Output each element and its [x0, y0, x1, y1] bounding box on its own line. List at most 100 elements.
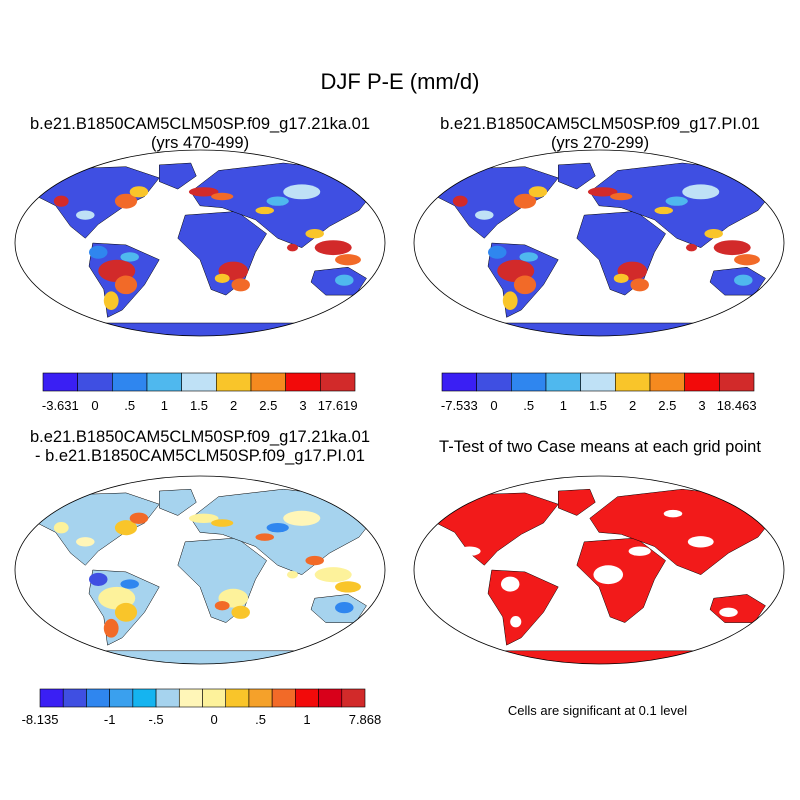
colorbar-panel-2: -7.533 0 .5 1 1.5 2 2.5 3 18.463	[441, 372, 757, 413]
field-patch-10	[305, 555, 324, 566]
panel-1-title-line2: (yrs 470-499)	[150, 134, 250, 152]
field-patch-2	[103, 618, 119, 638]
panel-1-title: b.e21.B1850CAM5CLM50SP.f09_g17.21ka.01 (…	[5, 115, 395, 153]
colorbar-3-box-10	[271, 688, 296, 708]
colorbar-1-box-4	[181, 372, 217, 392]
colorbar-1-label-5: 2	[230, 398, 237, 413]
colorbar-3-box-13	[341, 688, 366, 708]
field-patch-10	[305, 229, 324, 239]
continent-eurasia	[589, 488, 774, 575]
colorbar-1-box-0	[42, 372, 78, 392]
field-patch-9	[335, 581, 361, 593]
field-patch-7	[214, 273, 230, 283]
continent-northAmerica	[27, 492, 160, 566]
field-patch-4	[519, 252, 538, 262]
panel-3-title-line2: - b.e21.B1850CAM5CLM50SP.f09_g17.PI.01	[35, 447, 365, 465]
field-patch-7	[613, 273, 629, 283]
map-panel-1	[14, 149, 386, 337]
field-patch-13	[53, 522, 69, 534]
field-patch-12	[129, 512, 149, 524]
panel-2-title-line2: (yrs 270-299)	[550, 134, 650, 152]
colorbar-3-label-5: 1	[303, 712, 310, 727]
colorbar-3-box-9	[248, 688, 273, 708]
map-border	[14, 149, 386, 337]
nonsignificant-gap-2	[593, 565, 624, 585]
field-patch-13	[53, 195, 69, 207]
field-patch-18	[335, 601, 354, 614]
field-patch-1	[114, 275, 138, 295]
field-patch-14	[188, 187, 219, 197]
field-patch-6	[630, 278, 649, 292]
field-patch-9	[335, 254, 361, 266]
field-patch-7	[214, 601, 230, 611]
field-patch-16	[682, 184, 720, 200]
colorbar-2-box-1	[476, 372, 512, 392]
map-3-field	[15, 476, 385, 664]
field-patch-18	[734, 274, 753, 286]
field-patch-13	[452, 195, 468, 207]
field-patch-21	[286, 243, 299, 252]
panel-1-title-line1: b.e21.B1850CAM5CLM50SP.f09_g17.21ka.01	[29, 115, 371, 133]
field-patch-3	[89, 572, 108, 586]
figure-title: DJF P-E (mm/d)	[320, 69, 480, 94]
field-patch-20	[76, 210, 95, 220]
map-4-field	[414, 476, 784, 664]
field-patch-11	[114, 520, 138, 536]
field-patch-1	[513, 275, 537, 295]
nonsignificant-gap-4	[687, 536, 714, 548]
map-1-field	[15, 150, 385, 336]
colorbar-1-label-1: 0	[91, 398, 98, 413]
colorbar-3-box-2	[86, 688, 110, 708]
field-patch-3	[488, 245, 507, 259]
colorbar-1-label-8: 17.619	[318, 398, 358, 413]
colorbar-2-box-5	[615, 372, 651, 392]
colorbar-2-label-5: 2	[629, 398, 636, 413]
panel-2-title-line1: b.e21.B1850CAM5CLM50SP.f09_g17.PI.01	[440, 115, 760, 133]
colorbar-3-label-2: -.5	[148, 712, 163, 727]
panel-2-title: b.e21.B1850CAM5CLM50SP.f09_g17.PI.01 (yr…	[405, 115, 795, 153]
colorbar-1-label-0: -3.631	[42, 398, 79, 413]
colorbar-1-box-1	[77, 372, 113, 392]
colorbar-2-label-0: -7.533	[441, 398, 478, 413]
colorbar-2-box-7	[684, 372, 720, 392]
continent-africa	[576, 537, 666, 623]
colorbar-3-box-1	[62, 688, 87, 708]
colorbar-3-box-4	[132, 688, 157, 708]
colorbar-3-box-3	[109, 688, 134, 708]
nonsignificant-gap-5	[719, 607, 738, 617]
map-panel-2	[413, 149, 785, 337]
field-patch-14	[188, 513, 219, 523]
field-patch-19	[654, 206, 673, 215]
colorbar-3-box-7	[202, 688, 227, 708]
field-patch-16	[283, 510, 321, 526]
colorbar-2-label-8: 18.463	[717, 398, 757, 413]
nonsignificant-gap-7	[663, 509, 683, 518]
field-patch-12	[528, 186, 548, 198]
field-patch-20	[475, 210, 494, 220]
continent-northAmerica	[426, 492, 559, 566]
field-patch-17	[266, 523, 289, 533]
colorbar-1-box-7	[285, 372, 321, 392]
colorbar-1-label-7: 3	[299, 398, 306, 413]
continent-antarctica	[423, 322, 776, 336]
colorbar-1-label-6: 2.5	[259, 398, 277, 413]
panel-4-title: T-Test of two Case means at each grid po…	[405, 438, 795, 457]
field-patch-18	[335, 274, 354, 286]
field-patch-10	[704, 229, 723, 239]
colorbar-2-box-6	[649, 372, 685, 392]
field-patch-15	[211, 192, 234, 201]
colorbar-3-label-1: -1	[104, 712, 116, 727]
colorbar-2-box-4	[580, 372, 616, 392]
map-panel-4	[413, 475, 785, 665]
colorbar-2-box-3	[545, 372, 581, 392]
continent-antarctica	[24, 650, 377, 664]
continent-antarctica	[423, 650, 776, 664]
field-patch-21	[286, 570, 299, 579]
field-patch-8	[314, 240, 352, 256]
colorbar-2-label-1: 0	[490, 398, 497, 413]
nonsignificant-gap-6	[510, 616, 522, 628]
field-patch-6	[231, 278, 250, 292]
field-patch-19	[255, 206, 274, 215]
colorbar-1-label-3: 1	[161, 398, 168, 413]
field-patch-11	[513, 193, 537, 209]
